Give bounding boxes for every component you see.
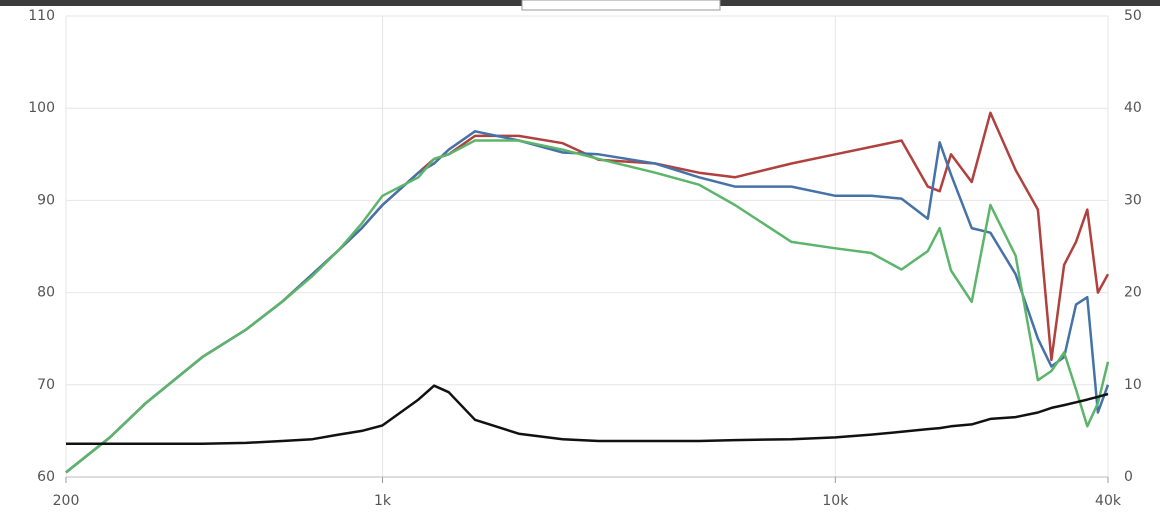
y-tick-label: 60 xyxy=(37,469,55,485)
y-tick-label: 80 xyxy=(37,285,55,301)
y2-tick-label: 20 xyxy=(1124,285,1142,301)
x-tick-label: 200 xyxy=(53,493,80,509)
y-tick-label: 70 xyxy=(37,377,55,393)
y-tick-label: 90 xyxy=(37,192,55,208)
y2-tick-label: 10 xyxy=(1124,377,1142,393)
cropped-box xyxy=(521,0,721,11)
x-tick-label: 10k xyxy=(822,493,849,509)
y2-tick-label: 0 xyxy=(1124,469,1133,485)
y2-tick-label: 50 xyxy=(1124,8,1142,24)
series-line xyxy=(65,139,1110,474)
series-line xyxy=(65,130,1110,474)
series-line xyxy=(66,384,1109,446)
y-tick-label: 110 xyxy=(28,8,55,24)
x-tick-label: 1k xyxy=(374,493,392,509)
y2-tick-label: 30 xyxy=(1124,192,1142,208)
x-tick-label: 40k xyxy=(1095,493,1122,509)
y-tick-label: 100 xyxy=(28,100,55,116)
y2-tick-label: 40 xyxy=(1124,100,1142,116)
